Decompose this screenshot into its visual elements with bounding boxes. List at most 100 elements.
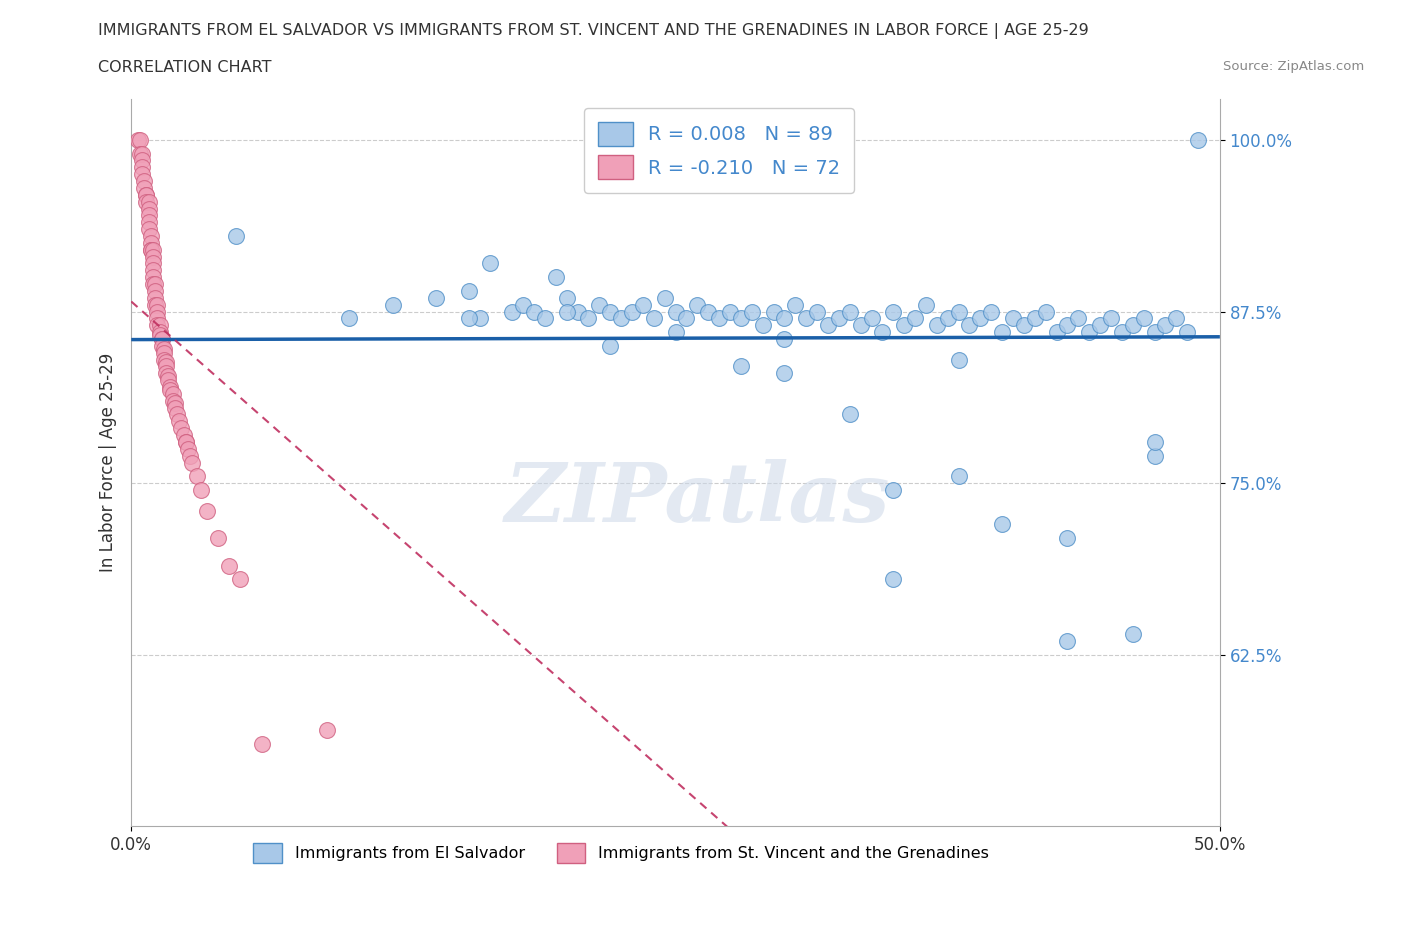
Point bbox=[229, 572, 252, 587]
Point bbox=[555, 304, 578, 319]
Point bbox=[991, 517, 1014, 532]
Point bbox=[1111, 325, 1133, 339]
Point bbox=[621, 304, 644, 319]
Point bbox=[610, 311, 633, 325]
Point bbox=[1143, 325, 1166, 339]
Point bbox=[179, 448, 201, 463]
Point bbox=[457, 284, 479, 299]
Point bbox=[190, 483, 212, 498]
Point bbox=[181, 455, 204, 470]
Point bbox=[162, 393, 184, 408]
Point bbox=[741, 304, 763, 319]
Point bbox=[1099, 311, 1122, 325]
Point bbox=[148, 318, 170, 333]
Point bbox=[142, 256, 165, 271]
Point bbox=[166, 407, 188, 422]
Point bbox=[654, 290, 676, 305]
Point bbox=[131, 153, 153, 168]
Point bbox=[1143, 434, 1166, 449]
Point bbox=[936, 311, 959, 325]
Point bbox=[925, 318, 948, 333]
Point bbox=[162, 387, 184, 402]
Point bbox=[773, 311, 796, 325]
Point bbox=[599, 304, 621, 319]
Point bbox=[148, 325, 170, 339]
Point bbox=[142, 249, 165, 264]
Point bbox=[1143, 448, 1166, 463]
Point bbox=[773, 365, 796, 380]
Point bbox=[457, 311, 479, 325]
Point bbox=[150, 331, 173, 346]
Point bbox=[143, 290, 166, 305]
Point bbox=[131, 146, 153, 161]
Point bbox=[138, 208, 160, 223]
Point bbox=[1078, 325, 1101, 339]
Point bbox=[146, 298, 169, 312]
Point bbox=[1056, 318, 1078, 333]
Point bbox=[785, 298, 807, 312]
Point bbox=[139, 235, 162, 250]
Point bbox=[1187, 132, 1209, 147]
Point bbox=[948, 304, 970, 319]
Point bbox=[588, 298, 610, 312]
Point bbox=[664, 325, 686, 339]
Point bbox=[142, 270, 165, 285]
Point bbox=[544, 270, 567, 285]
Point bbox=[135, 187, 157, 202]
Point bbox=[578, 311, 600, 325]
Point bbox=[142, 263, 165, 278]
Point bbox=[849, 318, 872, 333]
Point bbox=[425, 290, 447, 305]
Point bbox=[146, 318, 169, 333]
Point bbox=[225, 229, 247, 244]
Point bbox=[131, 160, 153, 175]
Point bbox=[718, 304, 741, 319]
Point bbox=[882, 483, 904, 498]
Point bbox=[1024, 311, 1046, 325]
Point bbox=[828, 311, 851, 325]
Point bbox=[948, 469, 970, 484]
Point bbox=[817, 318, 839, 333]
Point bbox=[142, 243, 165, 258]
Point bbox=[1067, 311, 1090, 325]
Point bbox=[186, 469, 208, 484]
Point bbox=[838, 407, 860, 422]
Point bbox=[969, 311, 991, 325]
Point bbox=[138, 201, 160, 216]
Point bbox=[139, 243, 162, 258]
Point bbox=[730, 359, 752, 374]
Point bbox=[135, 187, 157, 202]
Point bbox=[146, 304, 169, 319]
Y-axis label: In Labor Force | Age 25-29: In Labor Force | Age 25-29 bbox=[100, 352, 117, 572]
Point bbox=[142, 276, 165, 291]
Point bbox=[707, 311, 730, 325]
Text: IMMIGRANTS FROM EL SALVADOR VS IMMIGRANTS FROM ST. VINCENT AND THE GRENADINES IN: IMMIGRANTS FROM EL SALVADOR VS IMMIGRANT… bbox=[98, 23, 1090, 39]
Point bbox=[197, 503, 219, 518]
Point bbox=[250, 737, 273, 751]
Point bbox=[1001, 311, 1024, 325]
Text: ZIPatlas: ZIPatlas bbox=[505, 458, 890, 538]
Point bbox=[129, 132, 152, 147]
Point bbox=[159, 382, 181, 397]
Point bbox=[174, 434, 197, 449]
Point bbox=[479, 256, 502, 271]
Point bbox=[138, 221, 160, 236]
Point bbox=[838, 304, 860, 319]
Point bbox=[762, 304, 785, 319]
Point bbox=[697, 304, 720, 319]
Point bbox=[468, 311, 491, 325]
Point bbox=[127, 132, 149, 147]
Point bbox=[129, 146, 152, 161]
Point bbox=[148, 327, 170, 342]
Point bbox=[139, 243, 162, 258]
Point bbox=[882, 304, 904, 319]
Point bbox=[138, 194, 160, 209]
Point bbox=[155, 365, 177, 380]
Point bbox=[150, 331, 173, 346]
Point bbox=[567, 304, 589, 319]
Point bbox=[631, 298, 654, 312]
Point bbox=[139, 229, 162, 244]
Point bbox=[1154, 318, 1177, 333]
Point bbox=[882, 572, 904, 587]
Point bbox=[1056, 531, 1078, 546]
